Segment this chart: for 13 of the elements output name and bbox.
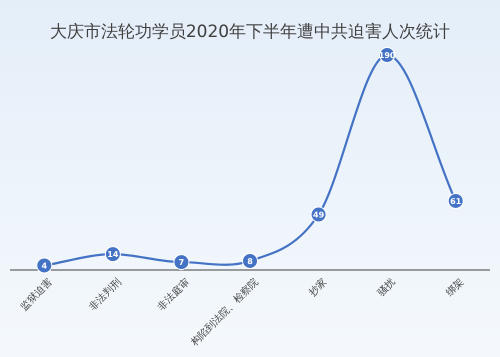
data-label: 14: [107, 250, 119, 260]
point: [173, 254, 190, 270]
data-label: 61: [450, 196, 462, 206]
x-tick-label: 监狱迫害: [18, 276, 55, 313]
data-label: 49: [313, 210, 325, 220]
x-tick-label: 抄家: [306, 276, 330, 299]
x-tick-label: 非法判刑: [86, 276, 124, 313]
data-label: 8: [247, 256, 254, 266]
chart-title: 大庆市法轮功学员2020年下半年遭中共迫害人次统计: [50, 22, 450, 42]
x-tick-label: 骚扰: [375, 276, 398, 299]
data-label: 7: [178, 258, 184, 268]
data-label: 4: [41, 261, 48, 270]
x-tick-label: 绑架: [444, 276, 466, 299]
